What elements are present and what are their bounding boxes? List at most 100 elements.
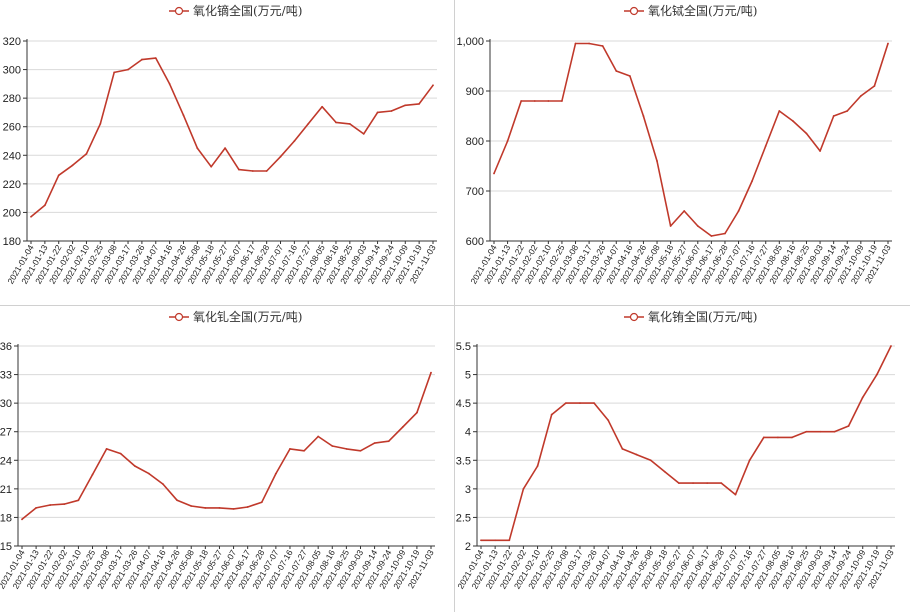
data-point [588, 42, 591, 45]
panel-divider-vertical [454, 0, 455, 612]
series-line [493, 42, 889, 237]
legend-label: 氧化铽全国(万元/吨) [648, 3, 757, 18]
y-tick-label: 280 [3, 93, 21, 105]
data-point [35, 507, 38, 509]
y-tick-label: 2.5 [456, 512, 471, 524]
data-point [805, 132, 808, 135]
data-point [663, 470, 666, 473]
y-tick-label: 36 [0, 341, 12, 353]
data-point [861, 396, 864, 399]
data-point [859, 95, 862, 97]
data-point [140, 58, 143, 61]
data-point [791, 120, 794, 122]
y-tick-label: 180 [3, 236, 21, 248]
data-point [649, 459, 652, 462]
chart-panel-dysprosium-oxide: 氧化镝全国(万元/吨) 180 200 220 240 260 280 300 320 2021-… [0, 0, 455, 306]
data-point [196, 147, 199, 150]
data-point [734, 493, 737, 496]
y-tick-label: 4 [465, 427, 471, 439]
data-point [30, 215, 32, 218]
data-point [148, 472, 150, 475]
data-point [21, 518, 23, 521]
data-point [335, 121, 337, 124]
y-tick-label: 33 [0, 370, 12, 382]
data-point [762, 436, 765, 439]
data-point [846, 110, 849, 112]
data-point [49, 504, 52, 506]
chart-europium-oxide: 氧化铕全国(万元/吨)22.533.544.555.52021-01-04202… [455, 309, 896, 591]
data-point [279, 155, 282, 158]
data-point [204, 507, 207, 509]
data-point [91, 473, 94, 476]
data-point [168, 82, 171, 85]
data-point [847, 425, 850, 427]
y-tick-label: 220 [3, 179, 21, 191]
data-point [601, 45, 604, 47]
data-point [387, 440, 390, 443]
chart-panel-gadolinium-oxide: 氧化钆全国(万元/吨) 15 18 21 24 27 30 33 36 2021-01-04 202… [0, 306, 455, 612]
data-point [71, 164, 74, 167]
data-point [493, 172, 495, 175]
data-point [390, 110, 393, 112]
data-point [176, 499, 179, 502]
data-point [331, 445, 334, 447]
chart-terbium-oxide: 氧化铽全国(万元/吨)6007008009001,0002021-01-0420… [456, 3, 892, 286]
data-point [533, 100, 536, 102]
data-point [890, 345, 892, 347]
data-point [887, 42, 889, 45]
data-point [656, 160, 658, 162]
data-point [415, 411, 418, 414]
data-point [303, 449, 305, 452]
data-point [57, 174, 60, 177]
data-point [635, 453, 638, 456]
data-point [85, 152, 88, 155]
data-point [508, 539, 511, 542]
data-point [550, 413, 553, 416]
data-point [832, 115, 835, 117]
data-point [99, 122, 102, 125]
data-point [162, 483, 164, 485]
y-tick-label: 200 [3, 207, 21, 219]
legend: 氧化钆全国(万元/吨) [169, 309, 302, 324]
legend-marker [629, 6, 639, 16]
data-point [317, 435, 320, 438]
data-point [607, 419, 610, 422]
data-point [621, 447, 624, 450]
data-point [127, 68, 129, 71]
legend-marker [174, 6, 184, 16]
data-point [359, 449, 362, 452]
data-point [289, 447, 291, 450]
data-point [260, 501, 263, 504]
y-tick-label: 21 [0, 484, 12, 496]
y-tick-label: 27 [0, 427, 12, 439]
data-point [748, 459, 751, 462]
data-point [819, 150, 821, 152]
y-tick-label: 4.5 [456, 398, 471, 410]
data-point [791, 436, 793, 439]
chart-panel-terbium-oxide: 氧化铽全国(万元/吨) 600 700 800 900 1,000 2021-01-04 20… [455, 0, 910, 306]
data-point [224, 147, 226, 150]
y-tick-label: 1,000 [456, 36, 484, 48]
data-point [819, 430, 822, 433]
data-point [692, 482, 694, 485]
data-point [579, 402, 581, 405]
data-point [404, 104, 407, 107]
data-point [522, 487, 525, 490]
data-point [696, 225, 699, 227]
data-point [238, 168, 240, 171]
y-tick-label: 5.5 [456, 341, 471, 353]
data-point [251, 170, 254, 172]
data-point [615, 70, 618, 72]
data-point [418, 102, 421, 105]
data-point [805, 430, 808, 433]
data-point [246, 506, 249, 508]
legend: 氧化铕全国(万元/吨) [624, 309, 757, 324]
data-point [593, 402, 596, 405]
y-tick-label: 2 [465, 541, 471, 553]
y-tick-label: 18 [0, 512, 12, 524]
data-point [430, 371, 432, 374]
data-point [574, 42, 577, 45]
y-tick-label: 900 [466, 86, 484, 98]
chart-panel-europium-oxide: 氧化铕全国(万元/吨) 2 2.5 3 3.5 4 4.5 5 5.5 2021-01-04 202… [455, 306, 910, 612]
legend: 氧化镝全国(万元/吨) [169, 3, 302, 18]
